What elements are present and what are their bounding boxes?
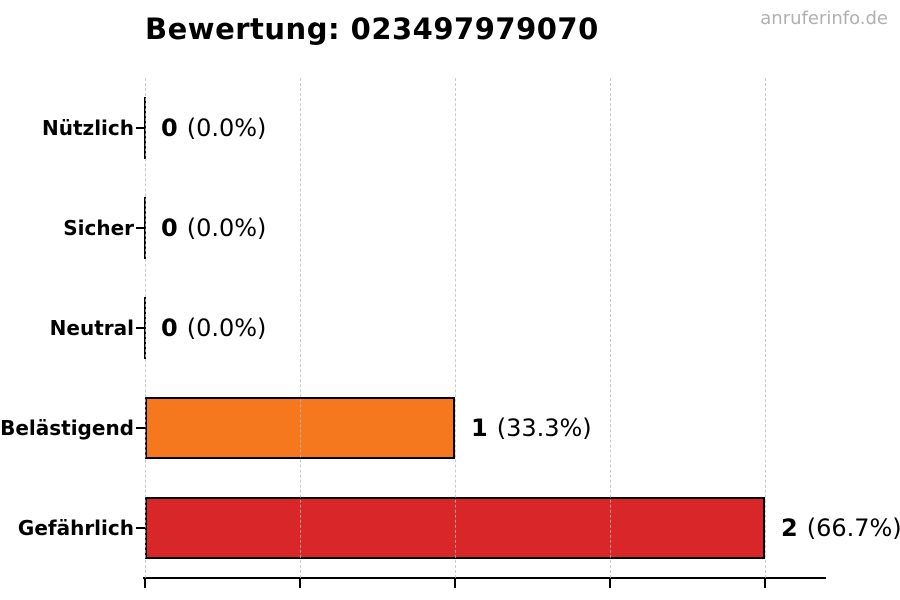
category-label: Belästigend (0, 416, 134, 440)
y-axis-tick (136, 227, 145, 229)
value-percent: (33.3%) (496, 414, 592, 442)
value-label: 2 (66.7%) (781, 478, 900, 578)
value-percent: (66.7%) (806, 514, 900, 542)
y-axis-tick (136, 127, 145, 129)
bar-row: Sicher 0 (0.0%) (63, 178, 824, 278)
gridline-x-0.5 (300, 78, 301, 578)
value-label: 0 (0.0%) (161, 278, 266, 378)
bar-row: Belästigend 1 (33.3%) (0, 378, 824, 478)
category-label: Sicher (63, 216, 134, 240)
category-label: Neutral (49, 316, 134, 340)
value-count: 1 (471, 414, 488, 442)
gridline-x-1 (455, 78, 456, 578)
y-axis-tick (136, 527, 145, 529)
bar-row: Gefährlich 2 (66.7%) (18, 478, 900, 578)
x-axis-tick-2 (764, 579, 766, 588)
watermark-link[interactable]: anruferinfo.de (760, 8, 888, 29)
value-percent: (0.0%) (186, 314, 267, 342)
category-label: Nützlich (42, 116, 134, 140)
category-label: Gefährlich (17, 516, 134, 540)
value-count: 0 (161, 214, 178, 242)
value-percent: (0.0%) (186, 214, 267, 242)
gridline-x-0 (145, 78, 146, 578)
x-axis-tick-1 (454, 579, 456, 588)
y-axis-tick (136, 427, 145, 429)
value-count: 0 (161, 114, 178, 142)
x-axis-line (143, 577, 826, 588)
bar-row: Neutral 0 (0.0%) (50, 278, 824, 378)
x-axis-tick-1.5 (609, 579, 611, 588)
gridline-x-1.5 (610, 78, 611, 578)
value-label: 1 (33.3%) (471, 378, 592, 478)
value-count: 0 (161, 314, 178, 342)
x-axis-tick-0.5 (299, 579, 301, 588)
plot-area: Nützlich 0 (0.0%) Sicher 0 (0.0%) Neutral 0 (0.0… (0, 78, 900, 578)
value-label: 0 (0.0%) (161, 78, 266, 178)
value-percent: (0.0%) (186, 114, 267, 142)
gridline-x-2 (765, 78, 766, 578)
chart-title: Bewertung: 023497979070 (145, 12, 599, 46)
value-count: 2 (781, 514, 798, 542)
value-label: 0 (0.0%) (161, 178, 266, 278)
bar-row: Nützlich 0 (0.0%) (42, 78, 824, 178)
x-axis-tick-0 (144, 579, 146, 588)
y-axis-tick (136, 327, 145, 329)
